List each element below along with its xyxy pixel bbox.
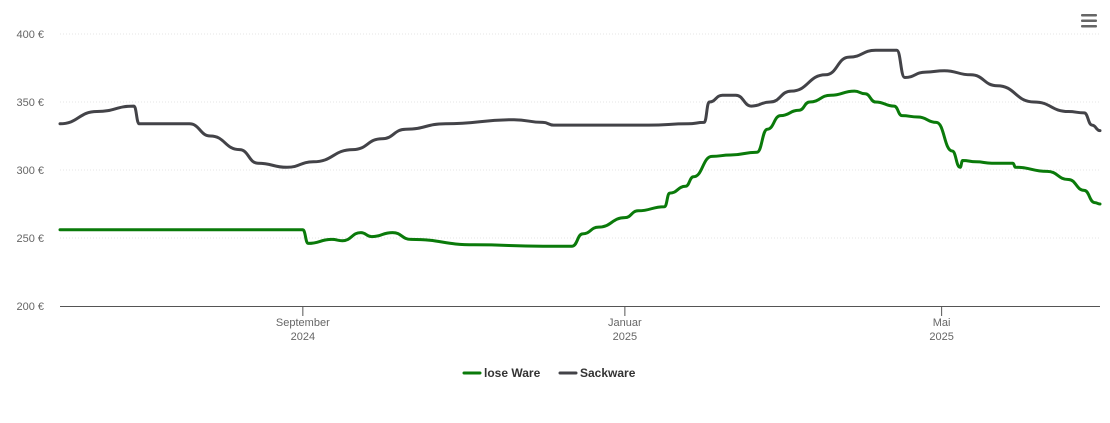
series-line-sackware [58,48,1102,169]
x-tick-label-year: 2025 [929,331,953,343]
legend-item-lose-ware[interactable]: lose Ware [462,366,541,380]
x-tick-label-month: September [276,317,330,329]
series-lines [58,48,1102,248]
y-tick-label: 400 € [16,29,44,41]
legend-label: Sackware [580,366,636,380]
x-tick-label-year: 2025 [613,331,637,343]
hamburger-menu-icon[interactable] [1077,10,1101,34]
series-line-lose-ware [58,89,1102,248]
legend: lose Ware Sackware [462,366,636,380]
y-tick-label: 300 € [16,165,44,177]
y-tick-label: 250 € [16,233,44,245]
x-tick-label-month: Mai [933,317,951,329]
y-tick-label: 350 € [16,97,44,109]
x-tick-label-month: Januar [608,317,642,329]
y-axis: 400 € 350 € 300 € 250 € 200 € [16,29,44,313]
legend-label: lose Ware [484,366,541,380]
x-axis: September 2024 Januar 2025 Mai 2025 [60,306,1100,343]
legend-item-sackware[interactable]: Sackware [558,366,636,380]
y-tick-label: 200 € [16,301,44,313]
x-tick-label-year: 2024 [291,331,315,343]
